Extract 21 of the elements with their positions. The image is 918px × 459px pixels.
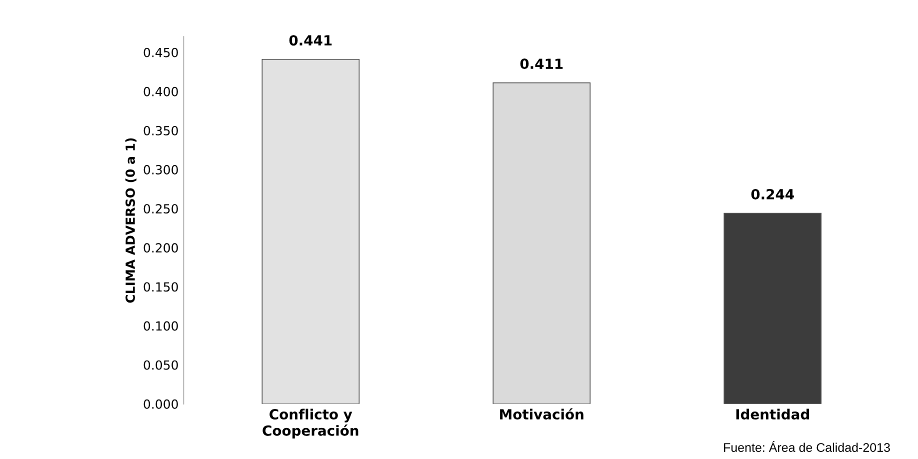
data-label: 0.411 xyxy=(520,58,563,70)
bar xyxy=(724,212,822,404)
y-tick-label: 0.400 xyxy=(144,86,178,96)
y-tick-label: 0.250 xyxy=(144,204,178,214)
y-tick-label: 0.000 xyxy=(144,399,178,409)
bar xyxy=(262,58,360,404)
x-tick-label: Identidad xyxy=(736,408,809,420)
y-tick-label: 0.350 xyxy=(144,126,178,136)
y-tick-label: 0.200 xyxy=(144,243,178,253)
data-label: 0.244 xyxy=(751,188,794,200)
data-label: 0.441 xyxy=(289,35,332,46)
y-tick-label: 0.150 xyxy=(144,282,178,292)
y-tick-label: 0.050 xyxy=(144,360,178,370)
source-note: Fuente: Área de Calidad-2013 xyxy=(724,440,890,452)
y-tick-label: 0.450 xyxy=(144,48,178,58)
y-axis-title: CLIMA ADVERSO (0 a 1) xyxy=(125,138,136,303)
bar xyxy=(492,82,591,404)
y-tick-label: 0.300 xyxy=(144,165,178,174)
x-tick-label: Motivación xyxy=(500,408,584,420)
x-tick-label: Conflicto y Cooperación xyxy=(262,408,358,439)
y-tick-label: 0.100 xyxy=(144,321,178,331)
